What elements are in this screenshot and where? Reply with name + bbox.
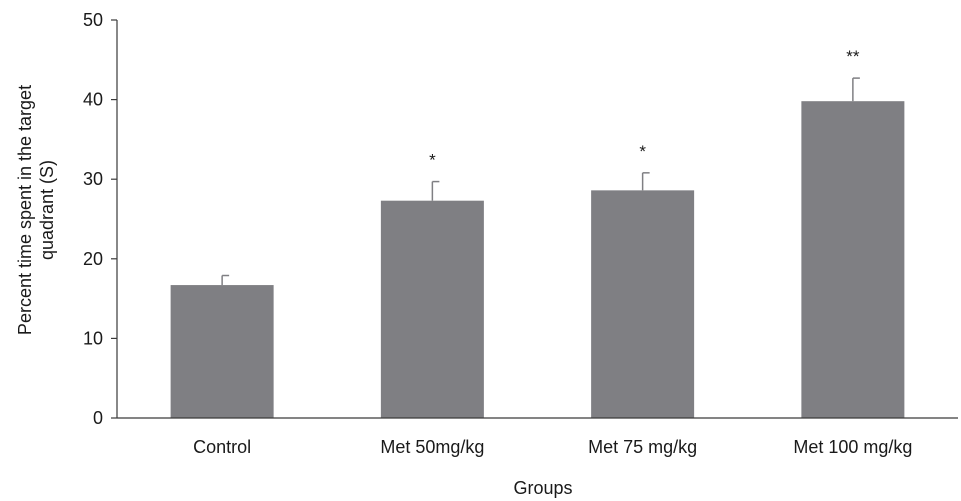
x-axis-title: Groups <box>513 478 572 498</box>
axes <box>116 20 958 419</box>
bars <box>170 101 905 418</box>
bar <box>380 200 484 418</box>
y-ticks: 0 10 20 30 40 50 <box>83 10 117 428</box>
significance-marker: * <box>429 151 436 170</box>
significance-marker: * <box>639 142 646 161</box>
y-axis-title-line-2: quadrant (S) <box>37 160 57 260</box>
x-tick-label: Met 100 mg/kg <box>793 437 912 457</box>
significance-markers: * *** <box>429 47 860 169</box>
y-axis-title: Percent time spent in the target quadran… <box>15 85 57 335</box>
bar <box>801 101 905 418</box>
x-tick-labels: Control Met 50mg/kg Met 75 mg/kg Met 100 mg… <box>193 437 912 457</box>
x-tick-label: Met 75 mg/kg <box>588 437 697 457</box>
y-tick-label: 40 <box>83 90 103 110</box>
significance-marker: ** <box>846 47 860 66</box>
y-tick-label: 20 <box>83 249 103 269</box>
x-tick-label: Control <box>193 437 251 457</box>
y-axis-title-line-1: Percent time spent in the target <box>15 85 35 335</box>
bar <box>591 190 695 418</box>
error-bars <box>221 77 860 286</box>
bar <box>170 285 274 418</box>
y-tick-label: 50 <box>83 10 103 30</box>
x-tick-label: Met 50mg/kg <box>380 437 484 457</box>
y-tick-label: 0 <box>93 408 103 428</box>
y-tick-label: 30 <box>83 169 103 189</box>
y-tick-label: 10 <box>83 328 103 348</box>
